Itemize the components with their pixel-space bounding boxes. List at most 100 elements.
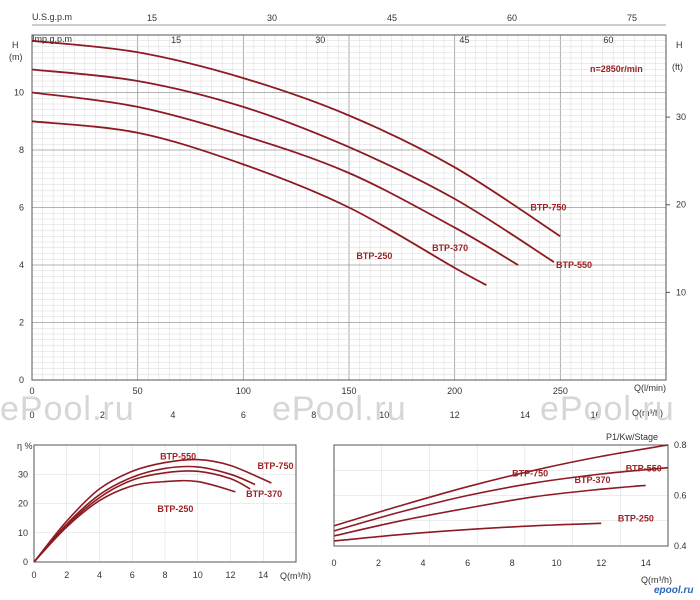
- curve-label: BTP-370: [246, 489, 282, 499]
- y-tick-label: 2: [19, 318, 24, 328]
- x-tick-label: 2: [64, 570, 69, 580]
- curve-label: BTP-370: [574, 475, 610, 485]
- head-curve-btp-370: [31, 91, 519, 266]
- head-chart-ticks: 0 2 4 6 8 10 10 20 30 0 50 100 150 200 250 0 2 4 6 8 10 12 14 1…: [14, 13, 686, 420]
- curve-label: BTP-550: [160, 451, 196, 461]
- x-tick-label: 8: [162, 570, 167, 580]
- watermark: ePool.ru: [540, 390, 675, 428]
- efficiency-chart-ticks: 0 2 4 6 8 10 12 14 0 10 20 30: [18, 469, 268, 580]
- y-tick-label: 0.8: [674, 440, 687, 450]
- plot-frame: [333, 444, 669, 547]
- y-axis-left-title: H: [12, 40, 19, 50]
- brand-logo: epool.ru: [654, 585, 693, 596]
- x-tick-label: 10: [193, 570, 203, 580]
- y-right-tick-label: 10: [676, 287, 686, 297]
- curve-label: BTP-750: [530, 202, 566, 212]
- us-gpm-tick-label: 30: [267, 13, 277, 23]
- y-tick-label: 10: [18, 528, 28, 538]
- x-tick-label: 4: [97, 570, 102, 580]
- efficiency-chart-grid: [33, 444, 297, 563]
- y-axis-right-unit: (ft): [672, 62, 683, 72]
- power-curve-btp-550: [333, 466, 669, 532]
- curve-label: BTP-750: [257, 461, 293, 471]
- curve-label: BTP-550: [626, 464, 662, 474]
- x-tick-label: 100: [236, 386, 251, 396]
- curve-label: BTP-550: [556, 260, 592, 270]
- head-curve-btp-750: [31, 39, 561, 238]
- y-tick-label: 0: [19, 375, 24, 385]
- imp-gpm-tick-label: 60: [603, 35, 613, 45]
- efficiency-curve-btp-370: [33, 470, 251, 563]
- x2-tick-label: 2: [100, 410, 105, 420]
- efficiency-curve-btp-550: [33, 465, 256, 563]
- y-tick-label: 8: [19, 145, 24, 155]
- y-tick-label: 0: [23, 557, 28, 567]
- curve-label: BTP-370: [432, 243, 468, 253]
- y-tick-label: 0.6: [674, 491, 687, 501]
- y-right-tick-label: 30: [676, 112, 686, 122]
- x-tick-label: 12: [225, 570, 235, 580]
- y-tick-label: 0.4: [674, 541, 687, 551]
- us-gpm-tick-label: 45: [387, 13, 397, 23]
- x-tick-label: 6: [130, 570, 135, 580]
- efficiency-x-title: Q(m³/h): [280, 571, 311, 581]
- efficiency-chart-curves: BTP-750 BTP-550 BTP-370 BTP-250: [33, 451, 293, 563]
- x-tick-label: 12: [596, 558, 606, 568]
- imp-gpm-tick-label: 30: [315, 35, 325, 45]
- us-gpm-tick-label: 15: [147, 13, 157, 23]
- x-tick-label: 50: [133, 386, 143, 396]
- x-tick-label: 6: [465, 558, 470, 568]
- x2-tick-label: 8: [311, 410, 316, 420]
- x-tick-label: 8: [510, 558, 515, 568]
- power-y-title: P1/Kw/Stage: [606, 432, 658, 442]
- x-axis-title: Q(l/min): [634, 383, 666, 393]
- x2-tick-label: 4: [170, 410, 175, 420]
- power-chart-curves: BTP-750 BTP-550 BTP-370 BTP-250: [333, 444, 669, 542]
- curve-label: BTP-250: [618, 513, 654, 523]
- y-tick-label: 20: [18, 499, 28, 509]
- y-tick-label: 4: [19, 260, 24, 270]
- head-curve-btp-250: [31, 120, 487, 286]
- us-gpm-tick-label: 60: [507, 13, 517, 23]
- power-chart-grid: [333, 444, 669, 547]
- top-axis-2-label: Imp g.p.m: [32, 34, 72, 44]
- x-tick-label: 0: [29, 386, 34, 396]
- imp-gpm-tick-label: 45: [459, 35, 469, 45]
- x-tick-label: 250: [553, 386, 568, 396]
- power-curve-btp-370: [333, 484, 646, 537]
- x2-axis-title: Q(m³/h): [632, 408, 663, 418]
- watermark: ePool.ru: [0, 390, 135, 428]
- imp-gpm-tick-label: 15: [171, 35, 181, 45]
- plot-frame: [31, 34, 667, 381]
- x-tick-label: 4: [421, 558, 426, 568]
- head-chart-grid: [31, 34, 667, 381]
- power-curve-btp-250: [333, 522, 602, 542]
- top-axis-1-label: U.S.g.p.m: [32, 12, 72, 22]
- speed-label: n=2850r/min: [590, 64, 643, 74]
- power-curve-btp-750: [333, 444, 669, 527]
- y-right-tick-label: 20: [676, 200, 686, 210]
- power-x-title: Q(m³/h): [641, 575, 672, 585]
- power-chart-ticks: 0 2 4 6 8 10 12 14 0.4 0.6 0.8: [331, 440, 686, 568]
- x-tick-label: 10: [552, 558, 562, 568]
- curve-label: BTP-250: [356, 251, 392, 261]
- efficiency-y-title: η %: [17, 441, 33, 451]
- head-curve-btp-550: [31, 68, 555, 263]
- efficiency-curve-btp-250: [33, 479, 236, 563]
- curve-label: BTP-750: [512, 469, 548, 479]
- plot-frame: [33, 444, 297, 563]
- x2-tick-label: 0: [29, 410, 34, 420]
- x-tick-label: 0: [331, 558, 336, 568]
- x2-tick-label: 14: [520, 410, 530, 420]
- head-chart-curves: BTP-750 BTP-550 BTP-370 BTP-250: [31, 39, 592, 286]
- x-tick-label: 200: [447, 386, 462, 396]
- x2-tick-label: 12: [450, 410, 460, 420]
- y-axis-right-title: H: [676, 40, 683, 50]
- x-tick-label: 14: [641, 558, 651, 568]
- y-tick-label: 30: [18, 469, 28, 479]
- efficiency-curve-btp-750: [33, 458, 272, 563]
- y-tick-label: 6: [19, 203, 24, 213]
- watermark: ePool.ru: [272, 390, 407, 428]
- y-axis-left-unit: (m): [9, 52, 23, 62]
